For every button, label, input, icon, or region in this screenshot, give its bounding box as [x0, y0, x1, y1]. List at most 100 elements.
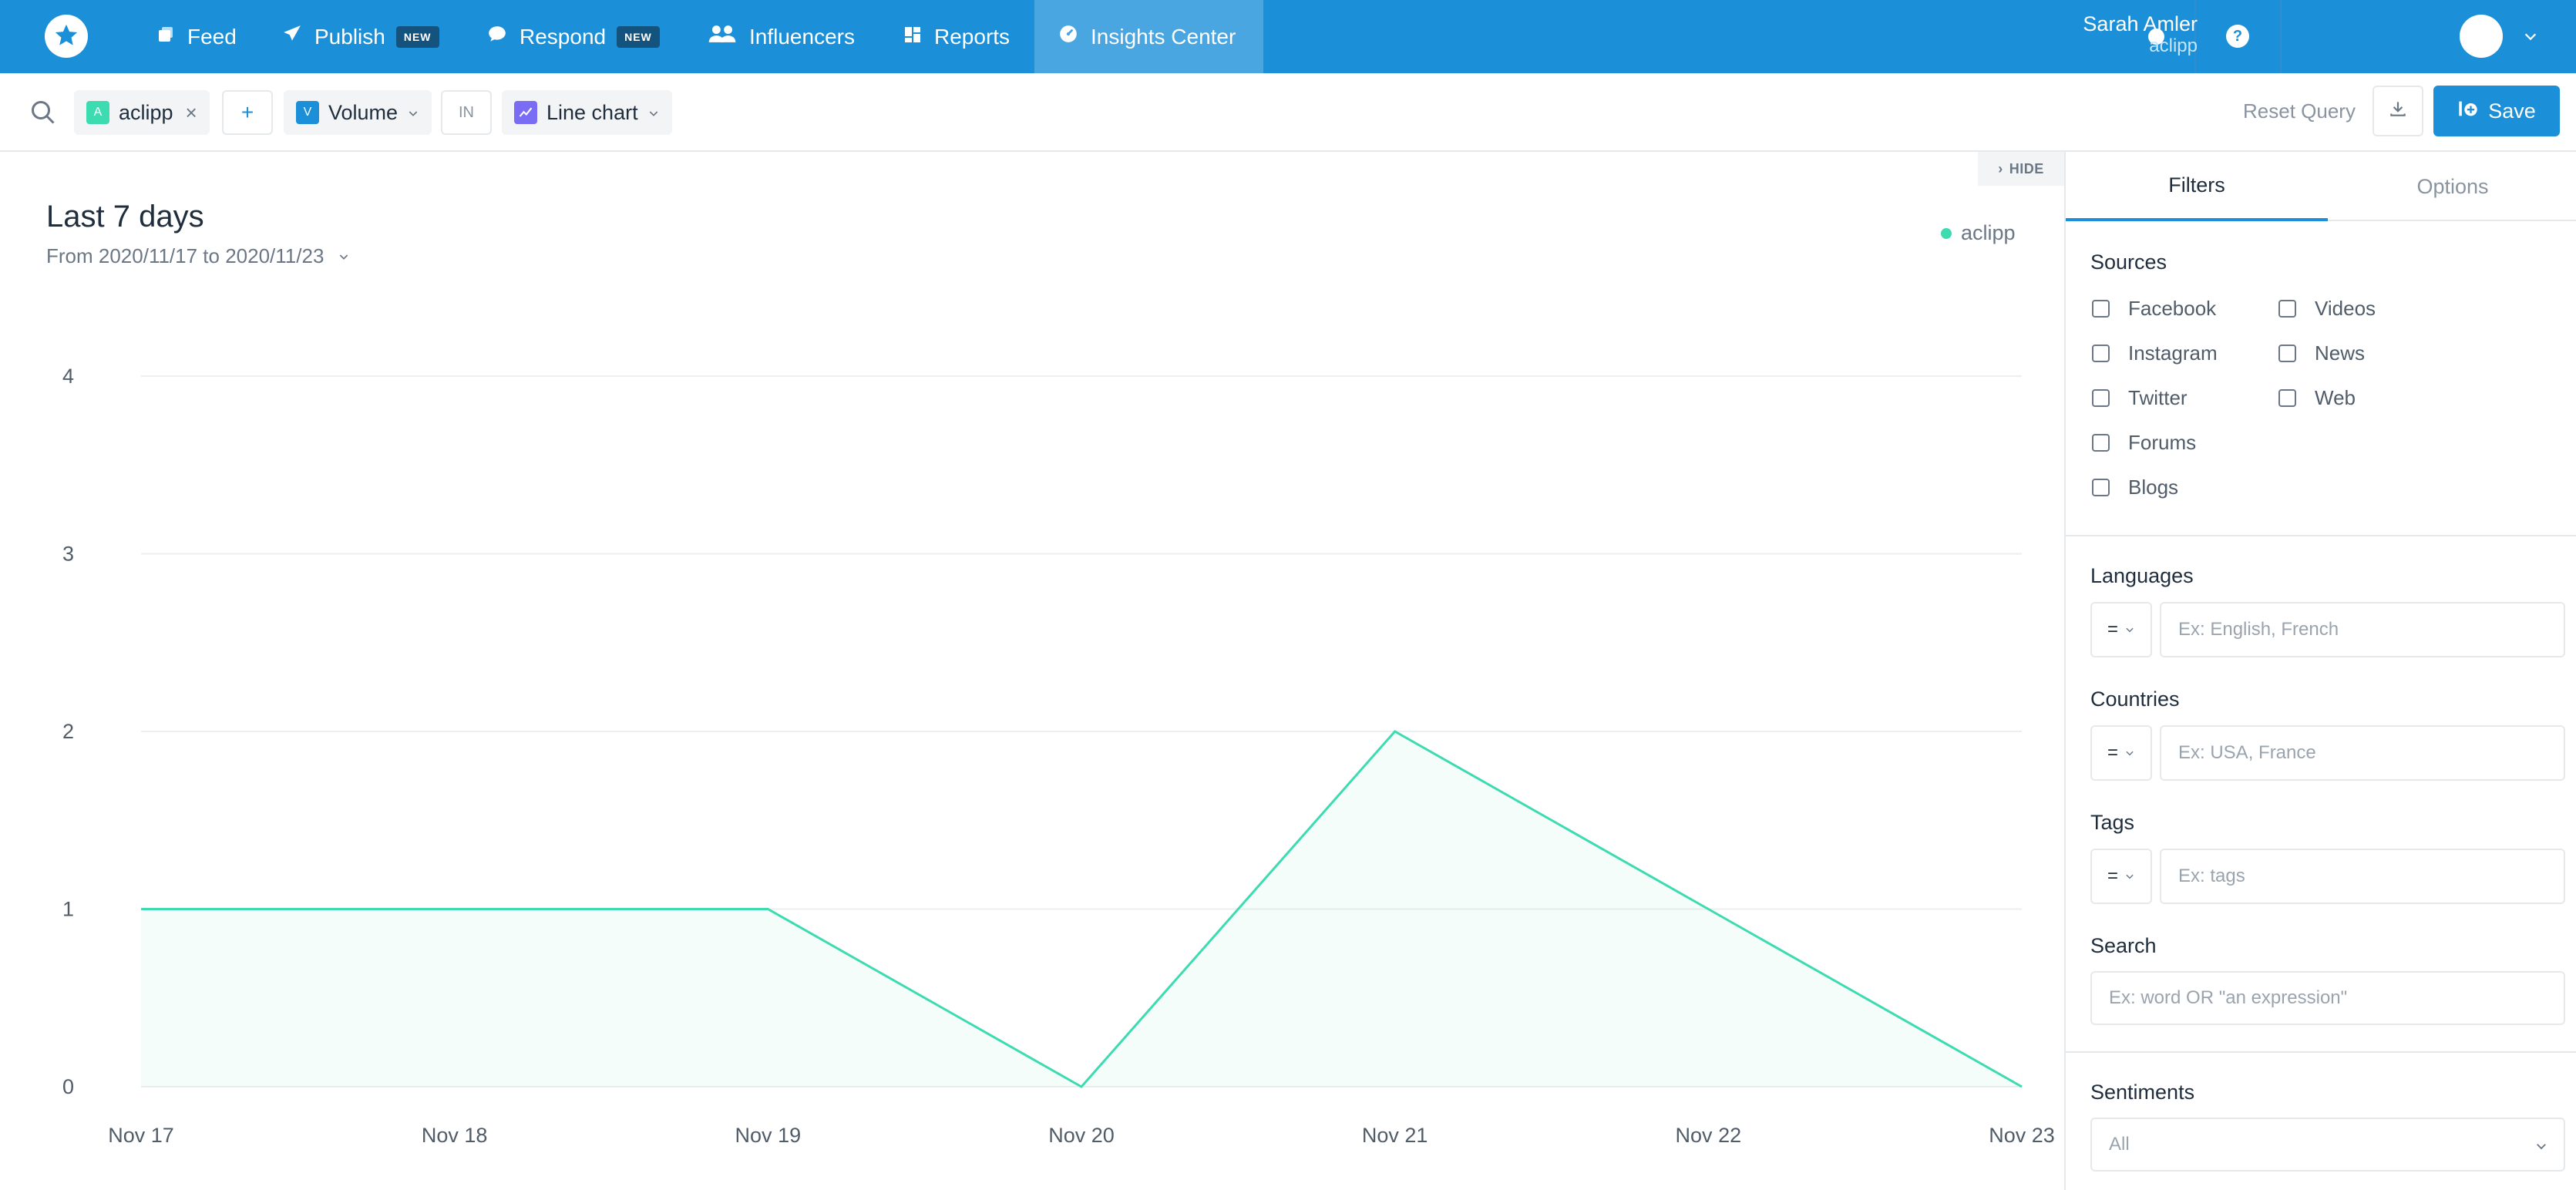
checkbox[interactable] — [2092, 345, 2110, 362]
languages-input[interactable]: Ex: English, French — [2160, 602, 2565, 657]
checkbox[interactable] — [2092, 300, 2110, 318]
add-topic-button[interactable]: + — [222, 90, 273, 135]
nav-item-respond[interactable]: Respond NEW — [487, 0, 660, 73]
y-tick-label: 4 — [62, 365, 74, 388]
chevron-down-icon — [407, 101, 419, 125]
checkbox-label: Twitter — [2128, 386, 2188, 409]
checkbox[interactable] — [2092, 389, 2110, 407]
download-icon — [2388, 99, 2408, 123]
tags-operator-select[interactable]: = — [2090, 849, 2152, 904]
avatar[interactable] — [2460, 15, 2503, 58]
section-divider — [2066, 1051, 2576, 1053]
source-checkbox-twitter[interactable]: Twitter — [2092, 386, 2188, 410]
source-checkbox-forums[interactable]: Forums — [2092, 431, 2196, 455]
sentiments-select[interactable]: All — [2090, 1118, 2565, 1172]
operator-value: = — [2107, 619, 2118, 640]
checkbox[interactable] — [2092, 479, 2110, 496]
source-checkbox-facebook[interactable]: Facebook — [2092, 297, 2216, 321]
languages-label: Languages — [2090, 564, 2194, 587]
source-checkbox-news[interactable]: News — [2278, 341, 2365, 365]
chevron-down-icon — [2537, 1144, 2546, 1150]
nav-item-influencers[interactable]: Influencers — [708, 0, 855, 73]
tags-label: Tags — [2090, 811, 2135, 834]
checkbox-label: Forums — [2128, 431, 2197, 454]
sentiments-label: Sentiments — [2090, 1081, 2195, 1104]
nav-item-feed[interactable]: Feed — [156, 0, 237, 73]
topic-chip[interactable]: A aclipp × — [74, 90, 210, 135]
user-name[interactable]: Sarah Amler — [2083, 12, 2198, 35]
nav-label: Feed — [187, 24, 237, 49]
x-tick-label: Nov 19 — [735, 1124, 802, 1147]
nav-label: Influencers — [749, 24, 855, 49]
save-dashboard-icon — [2457, 98, 2488, 125]
source-checkbox-blogs[interactable]: Blogs — [2092, 476, 2178, 499]
new-badge: NEW — [395, 25, 439, 48]
tab-filters[interactable]: Filters — [2066, 152, 2328, 221]
topic-letter-badge: A — [86, 101, 109, 124]
legend-swatch — [1941, 227, 1952, 239]
checkbox[interactable] — [2092, 434, 2110, 452]
search-label: Search — [2090, 934, 2157, 957]
chevron-down-icon — [2126, 751, 2134, 756]
countries-label: Countries — [2090, 687, 2180, 711]
chevron-down-icon[interactable] — [2522, 28, 2539, 49]
people-icon — [708, 24, 737, 49]
checkbox[interactable] — [2278, 345, 2296, 362]
filter-panel: Filters Options Sources Facebook Instagr… — [2064, 152, 2576, 1190]
date-range-label: From 2020/11/17 to 2020/11/23 — [46, 244, 325, 267]
search-input[interactable]: Ex: word OR "an expression" — [2090, 971, 2565, 1025]
nav-item-insights-center[interactable]: Insights Center — [1034, 0, 1263, 73]
search-icon[interactable] — [29, 99, 57, 130]
nav-label: Respond — [520, 24, 607, 49]
nav-label: Insights Center — [1091, 24, 1236, 49]
checkbox[interactable] — [2278, 300, 2296, 318]
metric-chip[interactable]: V Volume — [284, 90, 432, 135]
operator-value: = — [2107, 742, 2118, 763]
download-button[interactable] — [2373, 86, 2423, 136]
gauge-icon — [1058, 24, 1078, 49]
in-operator-button[interactable]: IN — [441, 90, 492, 135]
checkbox-label: News — [2315, 341, 2366, 365]
countries-operator-select[interactable]: = — [2090, 725, 2152, 781]
series-area — [141, 731, 2022, 1087]
reset-query-link[interactable]: Reset Query — [2243, 99, 2356, 123]
x-tick-label: Nov 18 — [422, 1124, 488, 1147]
save-button[interactable]: Save — [2433, 86, 2560, 136]
nav-divider — [2194, 0, 2196, 73]
nav-label: Publish — [314, 24, 385, 49]
date-range-selector[interactable]: From 2020/11/17 to 2020/11/23 — [46, 244, 350, 268]
chart-legend[interactable]: aclipp — [1941, 221, 2016, 245]
y-tick-label: 3 — [62, 543, 74, 566]
help-icon[interactable]: ? — [2226, 25, 2249, 48]
close-icon[interactable]: × — [185, 100, 197, 124]
dashboard-icon — [903, 25, 922, 49]
tags-input[interactable]: Ex: tags — [2160, 849, 2565, 904]
nav-item-publish[interactable]: Publish NEW — [282, 0, 439, 73]
chevron-down-icon — [647, 101, 660, 125]
nav-item-reports[interactable]: Reports — [903, 0, 1010, 73]
notification-dot[interactable] — [2148, 29, 2164, 45]
checkbox-label: Web — [2315, 386, 2356, 409]
checkbox-label: Instagram — [2128, 341, 2218, 365]
tab-options[interactable]: Options — [2416, 174, 2489, 198]
paper-plane-icon — [282, 24, 302, 49]
source-checkbox-videos[interactable]: Videos — [2278, 297, 2376, 321]
nav-divider — [2280, 0, 2282, 73]
chevron-down-icon — [338, 244, 350, 267]
hide-panel-button[interactable]: › HIDE — [1978, 152, 2064, 186]
checkbox[interactable] — [2278, 389, 2296, 407]
legend-label: aclipp — [1961, 221, 2016, 244]
source-checkbox-web[interactable]: Web — [2278, 386, 2356, 410]
section-divider — [2066, 535, 2576, 536]
app-logo[interactable] — [45, 15, 88, 58]
line-chart-icon — [514, 101, 537, 124]
x-tick-label: Nov 21 — [1362, 1124, 1428, 1147]
y-tick-label: 0 — [62, 1075, 74, 1098]
query-bar: A aclipp × + V Volume IN Line chart Rese… — [0, 73, 2576, 152]
countries-input[interactable]: Ex: USA, France — [2160, 725, 2565, 781]
source-checkbox-instagram[interactable]: Instagram — [2092, 341, 2218, 365]
save-label: Save — [2488, 99, 2536, 123]
visualization-chip[interactable]: Line chart — [502, 90, 672, 135]
topic-chip-label: aclipp — [119, 100, 173, 124]
languages-operator-select[interactable]: = — [2090, 602, 2152, 657]
